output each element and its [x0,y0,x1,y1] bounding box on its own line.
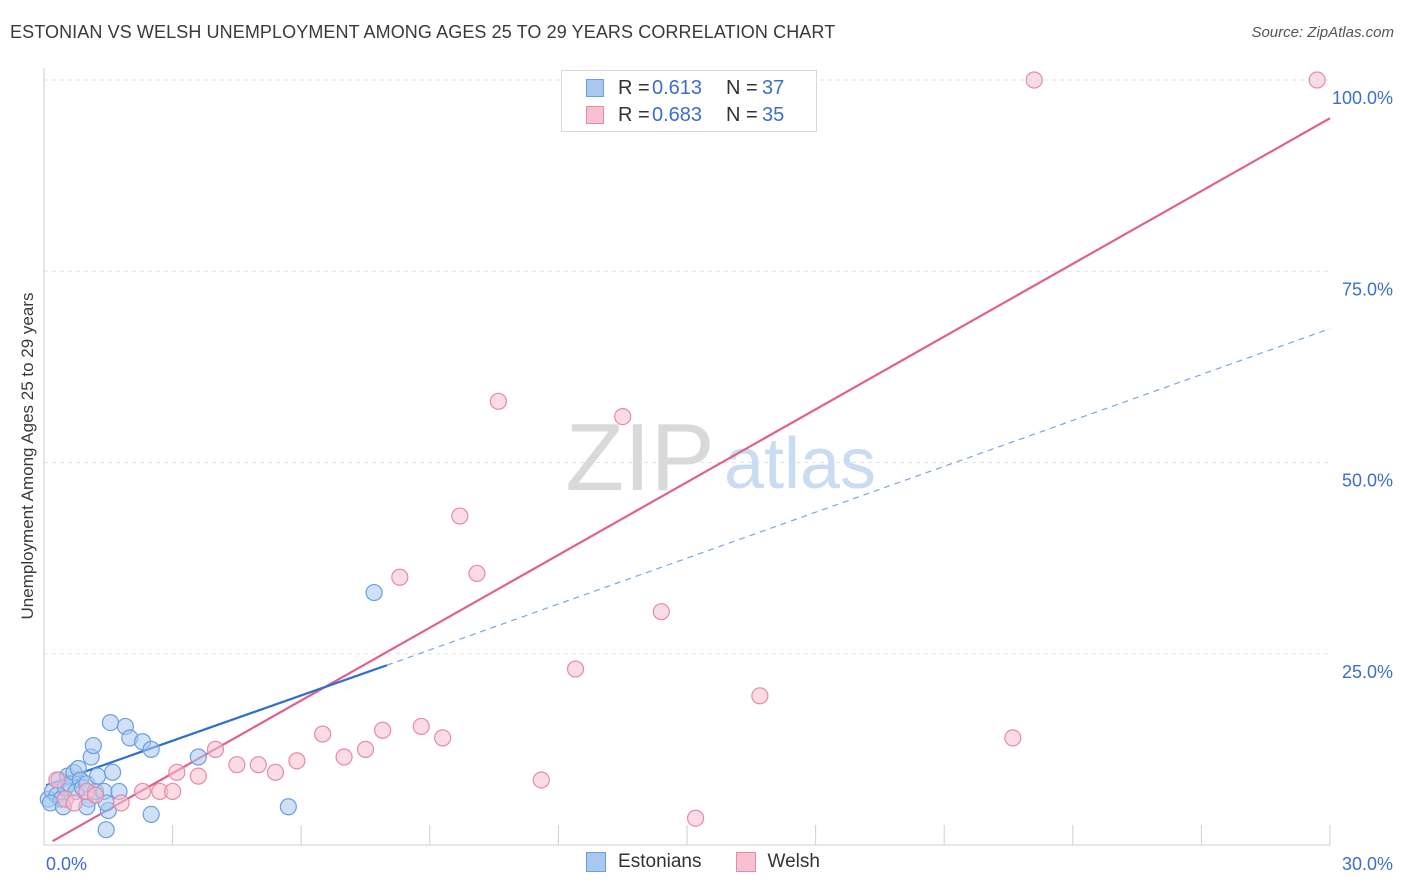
trend-lines [45,117,1331,843]
x-tick-label: 30.0% [1342,854,1393,874]
welsh-point [112,794,130,812]
legend-row-welsh: R = 0.683 N = 35 [586,102,784,128]
y-tick-label: 100.0% [1332,88,1393,108]
welsh-point [335,748,353,766]
welsh-point [532,771,550,789]
welsh-point [489,392,507,410]
welsh-point [164,782,182,801]
welsh-point [451,507,469,525]
estonians-point [142,740,160,758]
watermark-atlas: atlas [724,424,876,504]
estonians-point [279,798,297,816]
welsh-point [1025,71,1043,89]
bottom-legend: Estonians Welsh [0,851,1406,873]
data-points [39,71,1326,839]
chart-title: ESTONIAN VS WELSH UNEMPLOYMENT AMONG AGE… [10,22,836,42]
welsh-point [614,408,632,426]
welsh-point [566,660,585,678]
legend-swatch-estonians [586,852,607,872]
estonians-point [97,821,115,839]
legend-swatch-estonians [586,79,604,97]
legend-swatch-welsh [586,106,604,124]
welsh-point [391,568,409,586]
legend-label-welsh: Welsh [767,851,820,872]
y-tick-label: 50.0% [1342,471,1393,491]
estonians-point [189,748,207,766]
estonians-point [101,713,120,732]
watermark-zip: ZIP [565,404,714,511]
welsh-point [652,603,670,621]
welsh-point [65,794,83,812]
welsh-point [189,767,207,785]
estonians-trend-line [45,664,388,787]
legend-r-label: R = [618,76,650,99]
welsh-point [1308,71,1326,89]
welsh-point [206,740,225,758]
y-tick-label: 75.0% [1342,279,1393,299]
legend-item-estonians: Estonians [586,851,702,873]
y-tick-label: 25.0% [1342,662,1393,682]
axes [43,68,1331,846]
estonians-point [365,583,383,602]
welsh-point [228,756,246,774]
legend-n-value: 35 [762,103,785,126]
welsh-trend-line [52,117,1331,843]
welsh-point [48,771,66,789]
welsh-point [412,717,430,736]
legend-label-estonians: Estonians [618,851,702,872]
estonians-point [142,805,160,824]
welsh-point [288,752,306,770]
welsh-point [1004,729,1022,747]
legend-item-welsh: Welsh [735,851,820,873]
tick-labels: 100.0% 75.0% 50.0% 25.0% 0.0% 30.0% [46,88,1393,874]
legend-r-value: 0.613 [652,76,703,99]
x-tick-label: 0.0% [46,854,87,874]
welsh-point [266,763,285,781]
legend-n-label: N = [726,103,758,126]
welsh-point [314,725,332,743]
source-label: Source: ZipAtlas.com [1251,24,1394,41]
legend-r-label: R = [618,103,650,126]
welsh-point [434,729,452,747]
welsh-point [133,782,152,801]
legend-swatch-welsh [735,852,756,872]
legend-n-label: N = [726,76,758,99]
legend-box: R = 0.613 N = 37 R = 0.683 N = 35 [561,70,817,132]
estonians-trend-line-dashed [386,328,1331,666]
welsh-point [86,786,105,804]
estonians-point [84,736,102,755]
watermark: ZIP atlas [565,404,876,511]
estonians-point [88,767,107,785]
welsh-point [374,721,392,739]
estonians-point [103,763,122,781]
legend-row-estonians: R = 0.613 N = 37 [586,75,784,101]
welsh-point [168,763,186,781]
welsh-point [751,687,769,705]
welsh-point [686,809,705,827]
gridlines [44,79,1330,655]
welsh-point [356,740,375,758]
welsh-point [468,564,486,583]
legend-r-value: 0.683 [652,103,703,126]
welsh-point [249,756,267,774]
legend-n-value: 37 [762,76,785,99]
